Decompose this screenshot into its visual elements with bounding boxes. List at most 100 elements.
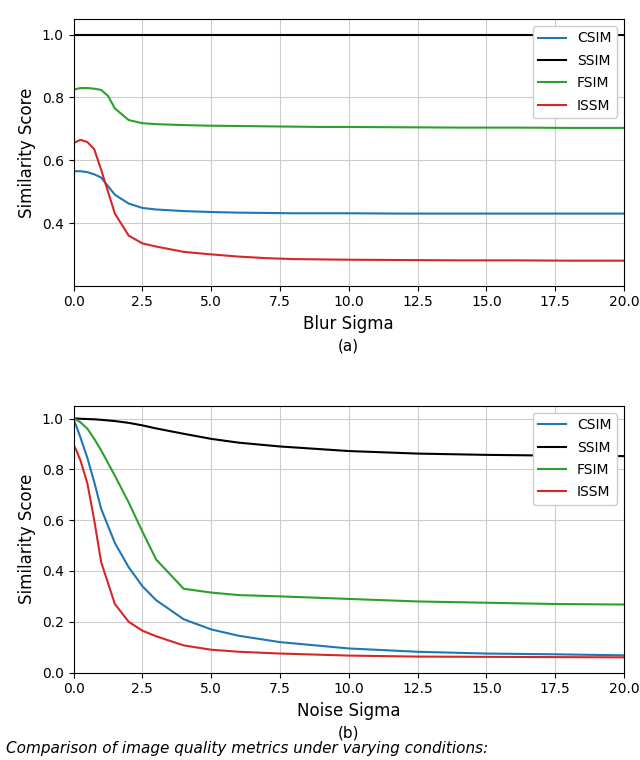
- CSIM: [620, 209, 628, 218]
- CSIM: [139, 204, 147, 213]
- CSIM: [455, 209, 463, 218]
- FSIM: [235, 122, 243, 131]
- FSIM: [455, 123, 463, 132]
- FSIM: [70, 414, 77, 423]
- FSIM: [70, 85, 77, 94]
- ISSM: [180, 247, 188, 256]
- SSIM: [207, 434, 215, 443]
- Line: FSIM: FSIM: [74, 419, 624, 604]
- FSIM: [551, 600, 559, 609]
- CSIM: [235, 208, 243, 217]
- FSIM: [317, 122, 325, 131]
- Line: ISSM: ISSM: [74, 140, 624, 261]
- FSIM: [84, 424, 92, 433]
- SSIM: [72, 414, 80, 423]
- ISSM: [111, 600, 119, 609]
- CSIM: [483, 649, 490, 658]
- CSIM: [345, 644, 353, 653]
- FSIM: [125, 498, 132, 507]
- SSIM: [235, 438, 243, 447]
- X-axis label: Noise Sigma: Noise Sigma: [297, 702, 401, 720]
- ISSM: [90, 144, 98, 154]
- CSIM: [180, 615, 188, 624]
- CSIM: [180, 207, 188, 216]
- ISSM: [97, 558, 105, 567]
- CSIM: [90, 477, 98, 486]
- CSIM: [235, 632, 243, 641]
- CSIM: [565, 209, 573, 218]
- FSIM: [84, 84, 92, 93]
- FSIM: [104, 91, 112, 100]
- ISSM: [72, 445, 80, 454]
- ISSM: [111, 209, 119, 218]
- FSIM: [77, 418, 84, 427]
- ISSM: [510, 256, 518, 265]
- ISSM: [207, 250, 215, 259]
- ISSM: [77, 135, 84, 144]
- FSIM: [207, 588, 215, 597]
- FSIM: [139, 527, 147, 536]
- CSIM: [77, 433, 84, 442]
- ISSM: [152, 242, 160, 251]
- SSIM: [345, 446, 353, 455]
- ISSM: [235, 252, 243, 261]
- ISSM: [180, 641, 188, 650]
- CSIM: [72, 422, 80, 431]
- FSIM: [90, 434, 98, 443]
- ISSM: [90, 515, 98, 524]
- SSIM: [84, 414, 92, 423]
- FSIM: [620, 123, 628, 132]
- SSIM: [97, 415, 105, 424]
- Line: ISSM: ISSM: [74, 445, 624, 657]
- CSIM: [84, 168, 92, 177]
- Legend: CSIM, SSIM, FSIM, ISSM: CSIM, SSIM, FSIM, ISSM: [532, 26, 617, 118]
- ISSM: [97, 165, 105, 174]
- FSIM: [290, 122, 298, 131]
- ISSM: [125, 231, 132, 240]
- FSIM: [97, 85, 105, 94]
- FSIM: [276, 592, 284, 601]
- CSIM: [77, 166, 84, 176]
- SSIM: [551, 451, 559, 461]
- ISSM: [84, 479, 92, 488]
- CSIM: [111, 190, 119, 199]
- CSIM: [510, 209, 518, 218]
- ISSM: [70, 441, 77, 450]
- CSIM: [84, 454, 92, 463]
- ISSM: [400, 255, 408, 264]
- ISSM: [235, 648, 243, 657]
- Line: FSIM: FSIM: [74, 88, 624, 128]
- FSIM: [414, 597, 422, 606]
- CSIM: [70, 415, 77, 424]
- CSIM: [139, 581, 147, 591]
- FSIM: [235, 591, 243, 600]
- CSIM: [111, 539, 119, 548]
- CSIM: [400, 209, 408, 218]
- FSIM: [565, 123, 573, 132]
- SSIM: [152, 424, 160, 433]
- CSIM: [207, 625, 215, 634]
- CSIM: [97, 173, 105, 182]
- Line: CSIM: CSIM: [74, 420, 624, 655]
- FSIM: [262, 122, 270, 131]
- SSIM: [620, 451, 628, 461]
- SSIM: [70, 414, 77, 423]
- SSIM: [125, 418, 132, 427]
- SSIM: [77, 414, 84, 423]
- SSIM: [139, 421, 147, 430]
- FSIM: [90, 84, 98, 93]
- ISSM: [207, 645, 215, 654]
- FSIM: [111, 104, 119, 113]
- CSIM: [70, 166, 77, 176]
- ISSM: [483, 652, 490, 661]
- FSIM: [510, 123, 518, 132]
- FSIM: [345, 594, 353, 603]
- FSIM: [620, 600, 628, 609]
- Line: SSIM: SSIM: [74, 419, 624, 456]
- CSIM: [276, 638, 284, 647]
- SSIM: [276, 442, 284, 451]
- CSIM: [152, 596, 160, 605]
- CSIM: [414, 648, 422, 657]
- CSIM: [97, 504, 105, 513]
- CSIM: [262, 208, 270, 217]
